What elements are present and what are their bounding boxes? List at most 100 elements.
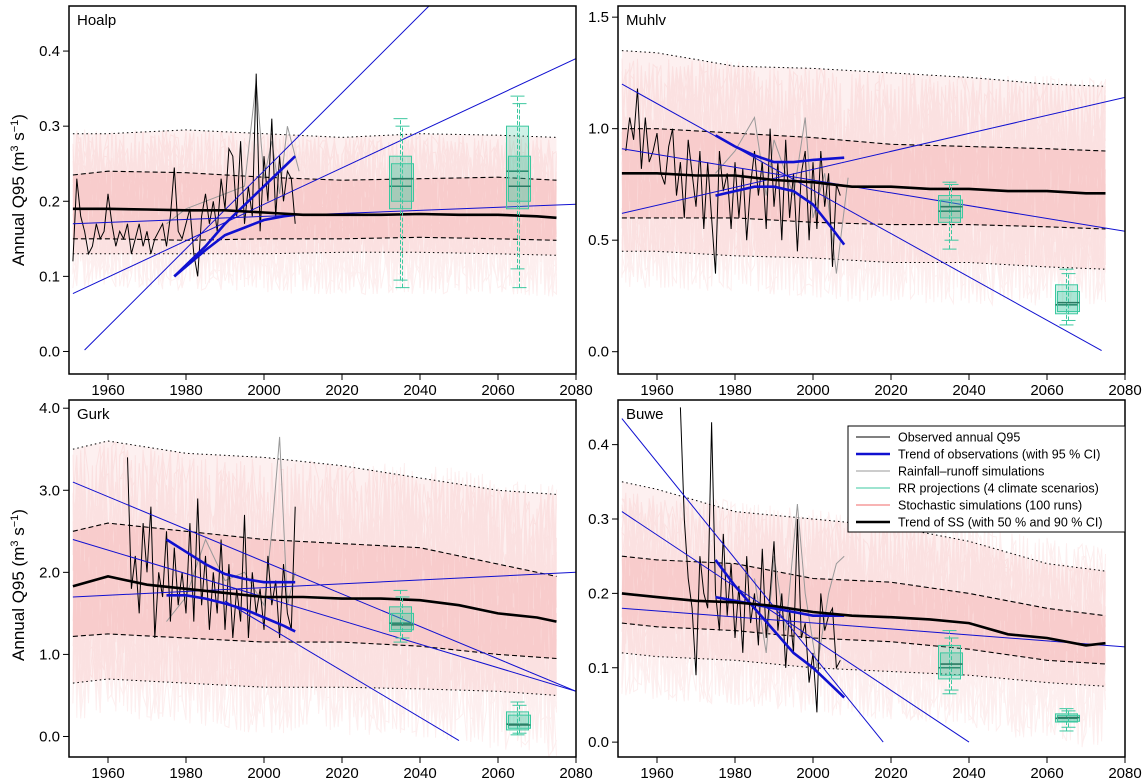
trend-line (621, 511, 970, 743)
y-axis-label-exp: 3 (9, 540, 21, 546)
trend-line (621, 607, 1125, 648)
ss-90-ci-line (72, 251, 557, 256)
y-tick-label: 0.1 (588, 660, 609, 677)
stochastic-run (72, 132, 557, 294)
stochastic-90-band (72, 441, 557, 696)
stochastic-run (621, 501, 1106, 742)
stochastic-run (621, 66, 1106, 298)
stochastic-run (72, 135, 557, 294)
stochastic-run (621, 497, 1106, 723)
boxplot-box (506, 125, 529, 210)
plot-frame (617, 399, 1126, 758)
stochastic-run (621, 504, 1106, 733)
stochastic-run (621, 498, 1106, 738)
trend-ci-upper (165, 538, 296, 584)
trend-ci-lower (714, 559, 846, 699)
ss-trend-line (621, 172, 1106, 195)
projection-boxplot (506, 95, 529, 270)
trend-line (621, 96, 1125, 214)
stochastic-90-band (621, 50, 1106, 270)
chart-panels: 1960 1980 2000 2020 2040 2060 2080 0.0 0.1 0.2 0.3… (39, 5, 1142, 782)
projection-boxplot (508, 704, 531, 734)
legend-box (847, 425, 1126, 533)
stochastic-run (621, 498, 1106, 729)
x-tick-label: 2000 (796, 765, 829, 782)
stochastic-run (72, 129, 557, 297)
stochastic-run (621, 62, 1106, 304)
trend-ci-upper (173, 155, 297, 278)
stochastic-run (72, 135, 557, 296)
panel-title: Buwe (626, 406, 664, 423)
boxplot-box (1057, 290, 1080, 313)
ss-50-ci-line (72, 170, 557, 181)
x-tick-label: 1960 (91, 382, 124, 399)
stochastic-run (621, 504, 1106, 745)
stochastic-50-band (621, 556, 1106, 664)
projection-boxplot (391, 596, 414, 639)
panel-title: Gurk (77, 406, 110, 423)
y-axis-label: Annual Q95 (m3 s−1) (9, 509, 28, 661)
trend-line (72, 481, 576, 692)
rr-simulation-line (715, 116, 849, 274)
x-tick-label: 2080 (559, 765, 592, 782)
stochastic-run (72, 130, 557, 295)
stochastic-run (72, 451, 557, 741)
stochastic-run (621, 497, 1106, 741)
legend-label: Rainfall–runoff simulations (898, 465, 1044, 479)
stochastic-run (621, 501, 1106, 744)
stochastic-run (72, 446, 557, 733)
y-axis-labels: Annual Q95 (m3 s−1)Annual Q95 (m3 s−1) (9, 114, 28, 661)
y-tick-label: 1.0 (39, 646, 60, 663)
stochastic-run (72, 465, 557, 734)
stochastic-run (621, 501, 1106, 722)
stochastic-run (72, 132, 557, 293)
x-tick-label: 2080 (1108, 765, 1141, 782)
trend-line (621, 418, 884, 743)
ss-trend-line (72, 207, 557, 220)
ss-90-ci-line (621, 250, 1106, 270)
plot-frame (617, 5, 1126, 375)
x-tick-label: 2040 (952, 382, 985, 399)
stochastic-run (72, 446, 557, 738)
projection-boxplot (1057, 710, 1080, 728)
stochastic-run (72, 446, 557, 731)
stochastic-run (621, 60, 1106, 300)
ss-50-ci-line (621, 128, 1106, 152)
stochastic-runs (72, 129, 557, 297)
stochastic-90-band (621, 481, 1106, 687)
stochastic-run (621, 495, 1106, 737)
x-tick-label: 1980 (169, 382, 202, 399)
x-tick-label: 2060 (1030, 382, 1063, 399)
stochastic-run (72, 133, 557, 296)
plot-area (621, 407, 1125, 748)
observed-line (625, 88, 841, 274)
stochastic-run (621, 60, 1106, 304)
legend: Observed annual Q95 Trend of observations… (847, 425, 1126, 533)
stochastic-run (621, 65, 1106, 300)
legend-label: RR projections (4 climate scenarios) (898, 482, 1099, 496)
trend-line (621, 83, 1102, 352)
stochastic-run (72, 134, 557, 292)
boxplot-box (391, 163, 414, 202)
y-axis-label-exp: −1 (9, 120, 21, 133)
stochastic-run (72, 131, 557, 295)
panel-gurk: 1960 1980 2000 2020 2040 2060 2080 0.0 1.0 2.0 3.0… (39, 399, 593, 782)
stochastic-run (621, 61, 1106, 298)
y-tick-label: 1.5 (588, 9, 609, 26)
stochastic-run (72, 452, 557, 751)
y-tick-label: 4.0 (39, 400, 60, 417)
stochastic-run (621, 61, 1106, 299)
x-tick-label: 2040 (952, 765, 985, 782)
projection-boxplot (508, 103, 531, 289)
trend-ci-lower (173, 213, 296, 278)
ss-trend-line (621, 592, 1106, 647)
stochastic-run (72, 452, 557, 736)
stochastic-run (72, 459, 557, 746)
y-tick-label: 0.3 (588, 511, 609, 528)
panel-muhlv: 1960 1980 2000 2020 2040 2060 2080 0.0 0.5 1.0 1.5… (588, 5, 1142, 399)
stochastic-run (72, 135, 557, 295)
trend-ci-upper (714, 134, 845, 164)
boxplot-box (1055, 284, 1078, 315)
stochastic-run (72, 138, 557, 293)
